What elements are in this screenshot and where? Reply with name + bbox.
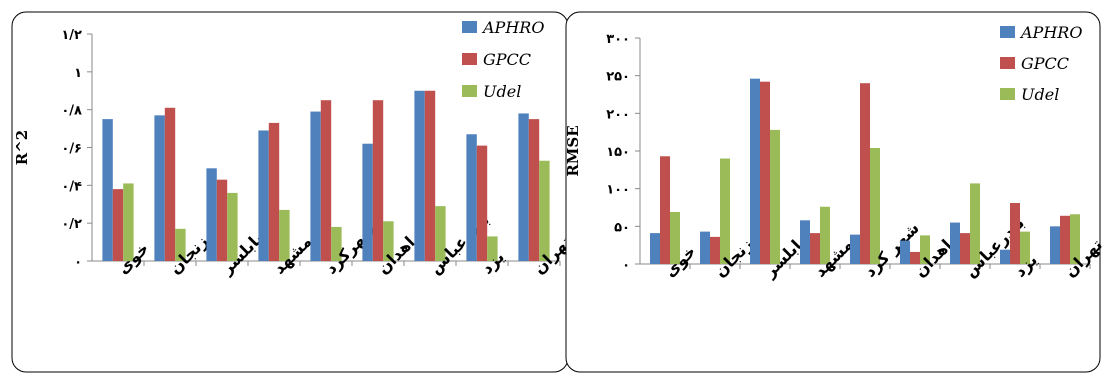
chart-frame [565, 11, 1101, 373]
bar-aphro [850, 234, 860, 264]
bar-aphro [700, 231, 710, 264]
y-tick-label: ۵٠ [614, 220, 630, 235]
bar-gpcc [476, 145, 488, 261]
legend-swatch-aphro [462, 21, 477, 33]
bar-aphro [1000, 249, 1010, 264]
bar-aphro [310, 111, 321, 261]
bar-gpcc [1060, 215, 1070, 264]
bar-aphro [900, 240, 910, 264]
y-tick-label: ١ [74, 66, 82, 81]
y-tick-label: ٠ [74, 255, 82, 270]
bar-gpcc [1010, 202, 1020, 264]
bar-udel [123, 183, 134, 261]
bar-gpcc [760, 81, 770, 265]
bar-gpcc [424, 90, 436, 261]
bar-udel [331, 226, 342, 261]
bar-gpcc [528, 119, 540, 261]
bar-gpcc [660, 156, 670, 264]
bar-gpcc [320, 100, 332, 261]
y-tick-label: ٣٠٠ [606, 32, 630, 47]
bar-udel [920, 235, 930, 264]
y-tick-label: ١/٢ [61, 28, 82, 43]
bar-gpcc [216, 179, 228, 261]
legend-swatch-udel [462, 85, 477, 97]
legend-label-aphro: APHRO [481, 18, 544, 37]
bar-aphro [206, 168, 217, 261]
bar-udel [279, 209, 290, 261]
bar-aphro [800, 220, 810, 264]
bar-gpcc [810, 233, 820, 264]
bar-udel [670, 212, 680, 264]
legend-label-gpcc: GPCC [1021, 54, 1069, 73]
bar-udel [720, 158, 730, 264]
bar-aphro [518, 113, 529, 261]
y-tick-label: ٢٠٠ [606, 107, 630, 122]
bar-gpcc [710, 236, 720, 264]
bar-udel [175, 228, 186, 261]
bar-aphro [1050, 226, 1060, 264]
bar-aphro [466, 134, 477, 261]
bar-udel [539, 160, 550, 261]
y-axis-label: R^2 [13, 130, 31, 165]
legend-label-udel: Udel [1021, 85, 1059, 104]
bar-aphro [258, 130, 269, 261]
bar-udel [227, 192, 238, 261]
bar-gpcc [112, 189, 124, 261]
y-axis-label: RMSE [564, 125, 582, 176]
bar-udel [1020, 231, 1030, 264]
bar-udel [383, 221, 394, 261]
bar-gpcc [164, 107, 176, 262]
bar-udel [487, 236, 498, 261]
y-tick-label: ٠/٢ [61, 217, 82, 232]
bar-gpcc [960, 233, 970, 264]
bar-udel [970, 183, 980, 264]
bar-gpcc [372, 100, 384, 261]
bar-aphro [102, 119, 113, 261]
bar-gpcc [910, 251, 920, 264]
bar-aphro [154, 115, 165, 261]
legend-swatch-aphro [1000, 26, 1015, 38]
legend-swatch-gpcc [462, 53, 477, 65]
bar-aphro [414, 90, 425, 261]
y-tick-label: ١٠٠ [606, 183, 630, 198]
y-tick-label: ٠/۴ [61, 179, 82, 194]
bar-aphro [750, 78, 760, 265]
bar-gpcc [268, 122, 280, 262]
bar-udel [770, 129, 780, 264]
y-tick-label: ٠/۶ [61, 142, 82, 157]
bar-udel [435, 206, 446, 261]
legend-swatch-gpcc [1000, 57, 1015, 69]
y-tick-label: ٠/٨ [61, 104, 82, 119]
bar-aphro [650, 233, 660, 264]
bar-udel [870, 147, 880, 264]
legend-label-udel: Udel [483, 82, 521, 101]
bar-aphro [950, 222, 960, 264]
bar-aphro [362, 143, 373, 261]
y-tick-label: ٢۵٠ [606, 70, 630, 85]
legend-label-aphro: APHRO [1019, 23, 1082, 42]
legend-label-gpcc: GPCC [483, 50, 531, 69]
bar-udel [820, 206, 830, 264]
y-tick-label: ٠ [622, 258, 630, 273]
bar-udel [1070, 214, 1080, 264]
y-tick-label: ١۵٠ [606, 145, 630, 160]
legend-swatch-udel [1000, 88, 1015, 100]
bar-gpcc [860, 83, 870, 264]
